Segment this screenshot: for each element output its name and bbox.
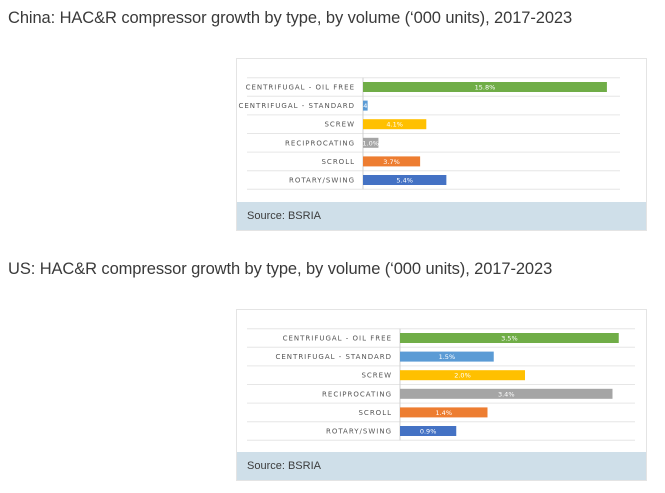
us-data-label: 1.5% xyxy=(439,353,456,361)
us-chart-source: Source: BSRIA xyxy=(237,452,646,480)
china-data-label: 3.7% xyxy=(383,158,400,166)
us-bar-chart: CENTRIFUGAL - OIL FREE 3.5% CENTRIFUGAL - … xyxy=(247,328,635,441)
us-bar xyxy=(400,333,619,343)
china-category-label: RECIPROCATING xyxy=(285,139,355,147)
us-data-label: 3.4% xyxy=(498,390,515,398)
china-category-label: SCREW xyxy=(324,121,355,129)
china-data-label: 5.4% xyxy=(396,177,413,185)
us-category-label: CENTRIFUGAL - STANDARD xyxy=(276,353,393,361)
china-bar-chart: CENTRIFUGAL - OIL FREE 15.8% CENTRIFUGAL -… xyxy=(239,77,620,190)
china-chart-title: China: HAC&R compressor growth by type, … xyxy=(8,9,573,27)
us-bar xyxy=(400,370,525,381)
china-bar xyxy=(363,100,368,111)
china-category-label: CENTRIFUGAL - STANDARD xyxy=(239,102,356,110)
china-category-label: SCROLL xyxy=(321,158,355,166)
china-category-label: ROTARY/SWING xyxy=(289,177,355,185)
us-data-label: 1.4% xyxy=(435,409,452,417)
us-bar xyxy=(400,407,488,418)
china-bar xyxy=(363,82,607,92)
us-bar xyxy=(400,388,613,399)
us-bar xyxy=(400,351,494,362)
china-chart-panel: CENTRIFUGAL - OIL FREE 15.8% CENTRIFUGAL -… xyxy=(236,58,647,231)
china-data-label: 1.0% xyxy=(362,139,379,147)
us-category-label: RECIPROCATING xyxy=(322,390,392,398)
us-category-label: ROTARY/SWING xyxy=(326,428,392,436)
china-data-label: 4 xyxy=(363,102,367,110)
us-bar xyxy=(400,426,457,436)
china-data-label: 4.1% xyxy=(386,121,403,129)
us-category-label: SCREW xyxy=(361,372,392,380)
us-category-label: SCROLL xyxy=(358,409,392,417)
us-chart-title: US: HAC&R compressor growth by type, by … xyxy=(8,260,553,278)
china-bar xyxy=(363,175,447,185)
us-chart-panel: CENTRIFUGAL - OIL FREE 3.5% CENTRIFUGAL - … xyxy=(236,309,647,481)
china-bar xyxy=(363,119,427,130)
china-data-label: 15.8% xyxy=(475,84,496,92)
china-bar xyxy=(363,137,379,148)
china-bar xyxy=(363,156,421,167)
us-data-label: 3.5% xyxy=(501,335,518,343)
us-data-label: 0.9% xyxy=(420,428,437,436)
us-data-label: 2.0% xyxy=(454,372,471,380)
us-category-label: CENTRIFUGAL - OIL FREE xyxy=(283,335,392,343)
china-chart-source: Source: BSRIA xyxy=(237,202,646,230)
china-category-label: CENTRIFUGAL - OIL FREE xyxy=(246,84,355,92)
